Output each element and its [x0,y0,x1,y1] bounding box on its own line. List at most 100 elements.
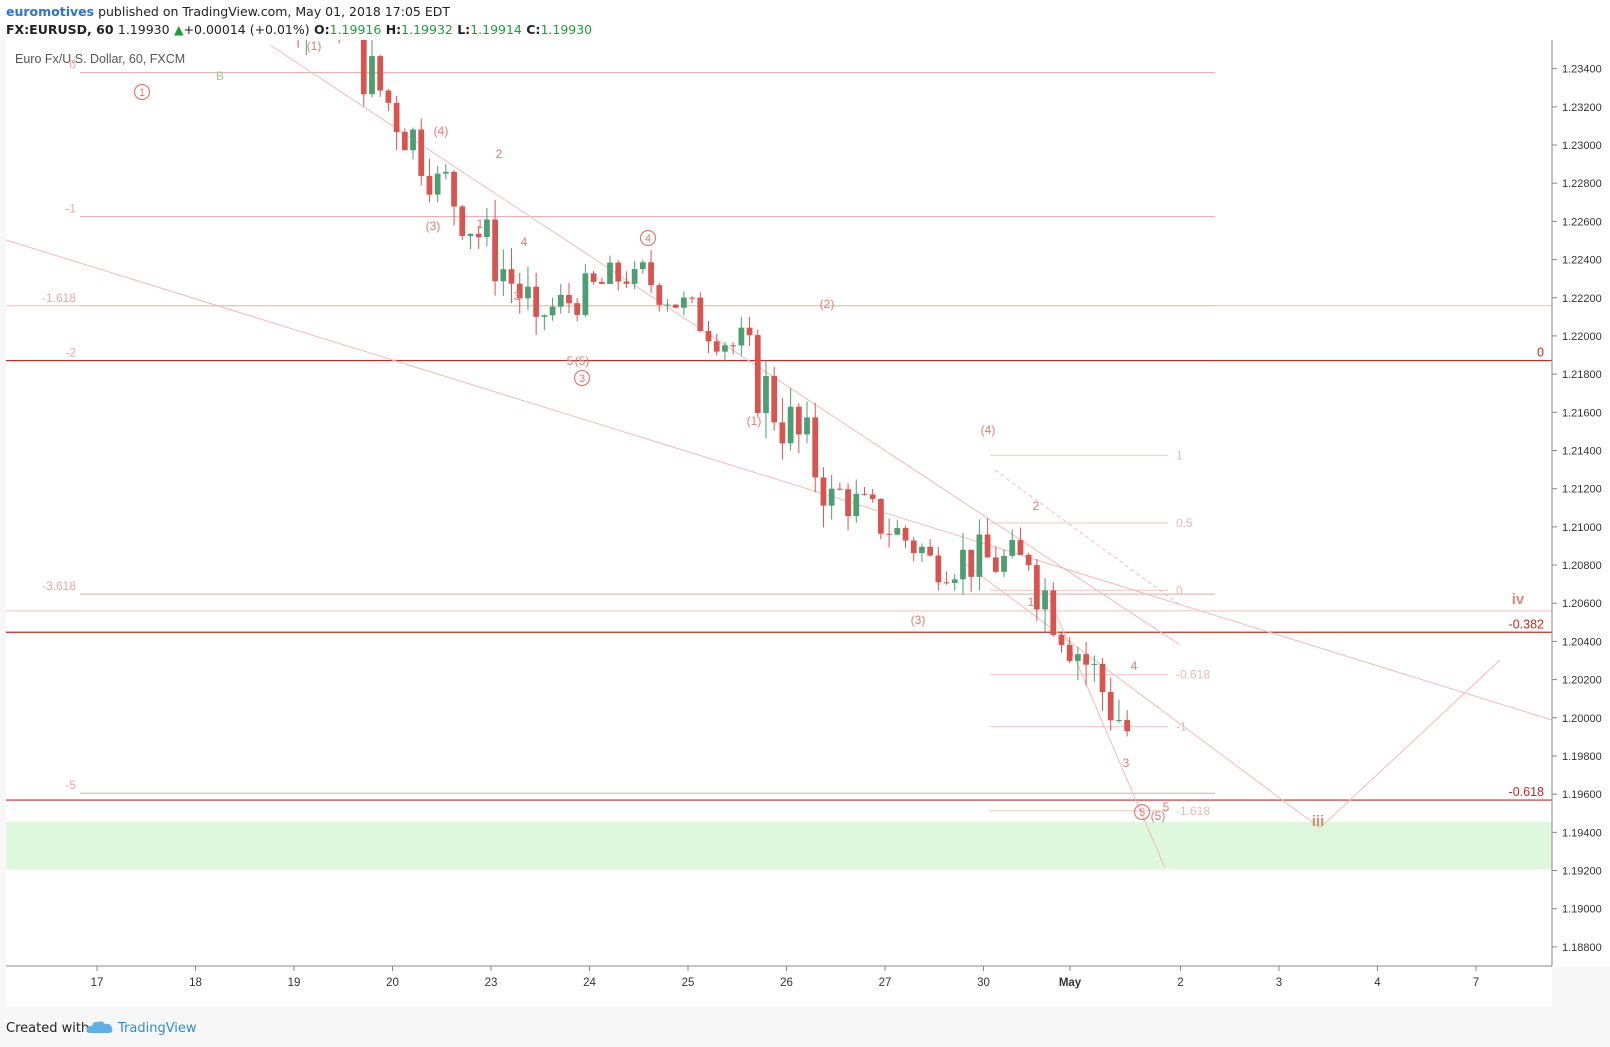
candle-body[interactable] [976,534,983,577]
candle-body[interactable] [820,477,827,506]
candle-body[interactable] [886,533,892,535]
candle-body[interactable] [960,549,966,580]
candle-body[interactable] [459,206,466,236]
candle-body[interactable] [984,534,991,558]
candle-body[interactable] [828,488,835,506]
candle-body[interactable] [910,540,917,554]
candle-body[interactable] [1116,720,1122,722]
candle-body[interactable] [1075,654,1081,661]
candle-body[interactable] [401,132,408,151]
candle-body[interactable] [1050,590,1057,635]
trend-line[interactable] [1319,659,1501,829]
candle-body[interactable] [968,549,975,577]
candle-body[interactable] [730,345,737,347]
candle-body[interactable] [992,557,999,572]
candle-body[interactable] [590,273,597,282]
trend-line[interactable] [1049,599,1166,869]
candle-body[interactable] [1001,555,1007,572]
candle-body[interactable] [434,173,441,195]
tradingview-link[interactable]: TradingView [118,1021,197,1036]
candle-body[interactable] [467,233,474,236]
candle-body[interactable] [738,327,745,346]
candle-body[interactable] [442,171,449,174]
candle-body[interactable] [1124,720,1131,732]
candle-body[interactable] [812,417,819,478]
candle-body[interactable] [664,304,671,306]
candle-body[interactable] [705,331,712,342]
price-axis[interactable] [1552,40,1610,966]
tradingview-cloud-icon[interactable] [86,1019,114,1035]
candle-body[interactable] [689,297,695,299]
candle-body[interactable] [639,262,646,270]
candle-body[interactable] [795,406,802,435]
candle-body[interactable] [525,286,531,299]
candle-body[interactable] [787,406,794,444]
candle-body[interactable] [385,90,392,103]
candle-body[interactable] [475,233,482,238]
candle-body[interactable] [746,327,753,336]
time-axis[interactable] [6,966,1552,1006]
trend-line[interactable] [5,239,1553,721]
candle-body[interactable] [927,546,934,556]
candle-body[interactable] [1009,540,1016,556]
candle-body[interactable] [598,281,605,284]
candle-body[interactable] [902,528,909,541]
candle-body[interactable] [1033,565,1040,610]
candle-body[interactable] [754,335,761,414]
candle-body[interactable] [894,528,901,535]
candle-body[interactable] [656,285,663,305]
candle-body[interactable] [631,269,638,284]
candle-body[interactable] [697,297,704,332]
candle-body[interactable] [779,422,786,444]
candle-body[interactable] [878,498,884,534]
candle-body[interactable] [508,269,515,284]
candle-body[interactable] [566,294,572,304]
candle-body[interactable] [533,286,540,317]
candle-body[interactable] [451,171,457,207]
candle-body[interactable] [1083,654,1089,665]
candle-body[interactable] [377,56,384,91]
candle-body[interactable] [418,129,425,176]
candle-body[interactable] [1058,634,1065,645]
candle-body[interactable] [771,376,778,423]
candle-body[interactable] [1066,644,1073,661]
candle-body[interactable] [763,376,769,414]
candle-body[interactable] [804,417,810,435]
candle-body[interactable] [549,306,556,316]
candle-body[interactable] [1042,590,1048,610]
candle-body[interactable] [861,493,868,495]
candle-body[interactable] [845,489,851,517]
candle-body[interactable] [369,56,375,95]
candle-body[interactable] [426,175,433,195]
candle-body[interactable] [919,546,925,554]
candle-body[interactable] [607,262,613,284]
candle-body[interactable] [713,341,720,352]
candle-body[interactable] [360,40,367,95]
plot-area[interactable] [6,40,1552,966]
candle-body[interactable] [516,283,523,299]
candle-body[interactable] [869,494,876,499]
candle-body[interactable] [393,102,400,133]
candle-body[interactable] [557,294,564,307]
candle-body[interactable] [1091,663,1098,665]
candle-body[interactable] [492,219,498,282]
candle-body[interactable] [582,273,589,315]
candle-body[interactable] [722,345,728,352]
candle-body[interactable] [484,219,490,238]
candle-body[interactable] [935,555,942,583]
trend-line[interactable] [994,469,1181,606]
candle-body[interactable] [541,315,548,317]
candle-body[interactable] [648,262,654,286]
candle-body[interactable] [1017,540,1024,555]
candle-body[interactable] [951,579,958,583]
candle-body[interactable] [943,582,950,584]
candle-body[interactable] [500,269,507,282]
author-link[interactable]: euromotives [6,4,95,19]
candle-body[interactable] [672,304,679,308]
candle-body[interactable] [615,262,622,282]
price-chart[interactable]: 0 -1 -1.618 -2 -3.618 -5 1 0.5 0 -0.618 -1 -1.618 0 -… [0,40,1610,1008]
candle-body[interactable] [681,297,687,308]
candle-body[interactable] [1025,554,1032,566]
candle-body[interactable] [410,129,416,151]
candle-body[interactable] [1099,663,1106,693]
